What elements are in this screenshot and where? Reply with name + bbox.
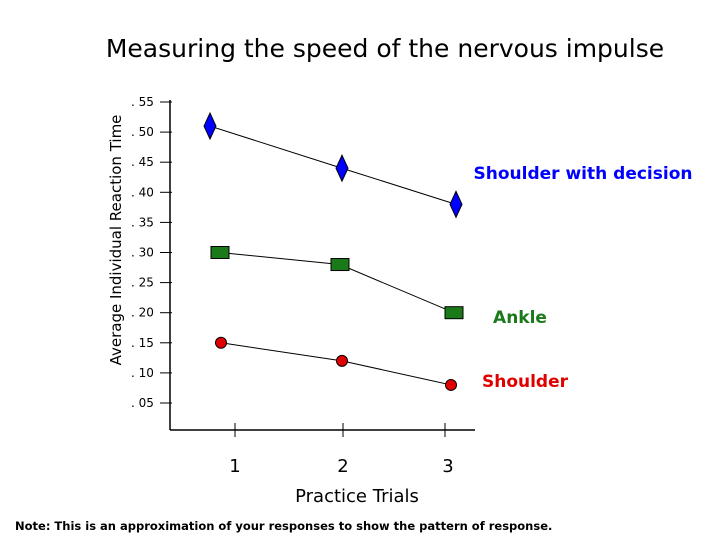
y-tick-label: . 40 [131, 185, 154, 199]
y-tick-label: . 15 [131, 336, 154, 350]
data-point [215, 336, 227, 349]
y-tick-label: . 25 [131, 276, 154, 290]
chart-note: Note: This is an approximation of your r… [15, 519, 552, 533]
x-tick-label: 2 [337, 456, 348, 477]
y-tick-label: . 35 [131, 215, 154, 229]
series-label: Ankle [493, 308, 547, 328]
series-line [220, 342, 452, 386]
y-tick-label: . 45 [131, 155, 154, 169]
chart-title: Measuring the speed of the nervous impul… [106, 34, 664, 63]
series-shoulder-with-decision: Shoulder with decision [203, 111, 693, 219]
y-tick-label: . 50 [131, 125, 154, 139]
data-point [210, 246, 230, 259]
data-point [445, 378, 457, 391]
data-point [330, 258, 350, 272]
data-point [336, 354, 348, 367]
series-line [209, 125, 457, 205]
data-point [335, 154, 349, 183]
data-point [444, 306, 464, 320]
y-tick-label: . 55 [131, 95, 154, 109]
series-shoulder: Shoulder [215, 336, 569, 392]
x-ticks: 1 2 3 [229, 423, 454, 477]
y-tick-label: . 10 [131, 366, 154, 380]
y-ticks: . 55 . 50 . 45 . 40 . 35 . 30 . 25 . 20 . 15 . 10… [131, 95, 172, 410]
series-label: Shoulder with decision [474, 164, 693, 184]
series-label: Shoulder [482, 372, 569, 392]
series-ankle: Ankle [210, 246, 547, 328]
y-tick-label: . 05 [131, 396, 154, 410]
data-point [449, 190, 463, 219]
y-tick-label: . 30 [131, 246, 154, 260]
x-tick-label: 3 [442, 456, 453, 477]
y-tick-label: . 20 [131, 306, 154, 320]
data-point [203, 111, 217, 141]
x-axis-label: Practice Trials [295, 486, 419, 507]
series-layer: Shoulder with decision Ankle Shoulder [203, 111, 693, 392]
y-axis-label: Average Individual Reaction Time [107, 115, 125, 366]
x-tick-label: 1 [229, 456, 240, 477]
